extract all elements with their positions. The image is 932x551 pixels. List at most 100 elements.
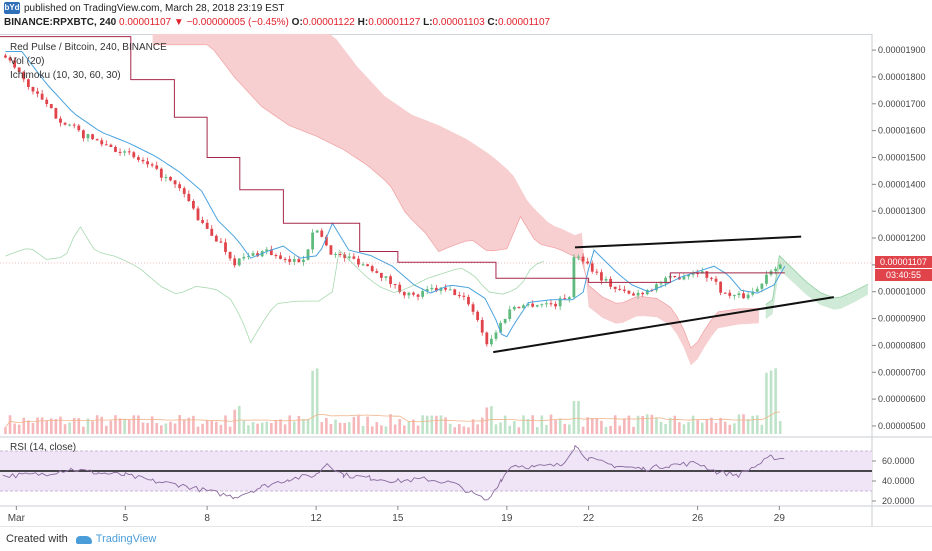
- candle-body: [746, 294, 750, 299]
- volume-bar: [105, 425, 108, 434]
- legend-title[interactable]: Red Pulse / Bitcoin, 240, BINANCE: [10, 42, 167, 53]
- candle-body: [545, 303, 548, 305]
- price-chart[interactable]: 0.00001900 0.00001800 0.00001700 0.00001600…: [0, 34, 932, 526]
- candle-body: [457, 295, 461, 297]
- volume-bar: [233, 409, 236, 434]
- volume-bar: [700, 422, 704, 434]
- tradingview-logo-icon[interactable]: [75, 534, 92, 544]
- y-tick-label: 0.00001200: [878, 233, 926, 243]
- candle-body: [453, 289, 457, 296]
- candle-body: [256, 253, 259, 257]
- candle-body: [132, 152, 136, 158]
- volume-bar: [467, 427, 470, 434]
- candle-body: [480, 319, 484, 333]
- volume-bar: [751, 415, 755, 434]
- candle-body: [375, 271, 379, 273]
- volume-bar: [306, 419, 310, 434]
- volume-bar: [91, 421, 94, 434]
- volume-bar: [435, 415, 438, 434]
- candle-body: [95, 139, 99, 141]
- candle-body: [118, 151, 122, 153]
- candle-body: [292, 259, 296, 262]
- candle-body: [503, 319, 507, 323]
- volume-bar: [201, 423, 204, 434]
- candle-body: [357, 258, 360, 265]
- candle-body: [448, 289, 452, 291]
- candle-body: [72, 124, 76, 126]
- volume-bar: [100, 416, 104, 434]
- header-bar: bYd published on TradingView.com, March …: [0, 0, 932, 32]
- candle-body: [595, 271, 599, 273]
- volume-bar: [407, 421, 411, 434]
- volume-bar: [577, 401, 580, 434]
- candle-body: [352, 256, 356, 259]
- candle-body: [609, 278, 612, 287]
- volume-bar: [196, 426, 200, 434]
- candle-body: [696, 273, 700, 275]
- volume-bar: [655, 417, 658, 434]
- volume-bar: [448, 423, 452, 434]
- legend-ichimoku[interactable]: Ichimoku (10, 30, 60, 30): [10, 70, 121, 81]
- candle-body: [581, 256, 585, 262]
- volume-bar: [338, 422, 342, 434]
- volume-bar: [178, 415, 181, 434]
- volume-bar: [600, 420, 603, 434]
- volume-bar: [439, 415, 443, 434]
- candle-body: [439, 287, 443, 291]
- legend-rsi[interactable]: RSI (14, close): [10, 442, 77, 453]
- volume-bar: [590, 418, 594, 434]
- candle-body: [36, 91, 39, 94]
- candle-body: [178, 184, 182, 189]
- volume-bar: [315, 368, 319, 434]
- volume-bar: [623, 418, 626, 434]
- candle-body: [54, 108, 58, 119]
- legend-vol[interactable]: Vol (20): [10, 56, 45, 67]
- chikou-line: [5, 226, 544, 344]
- volume-bar: [659, 421, 663, 434]
- candle-body: [737, 293, 741, 296]
- candle-body: [8, 57, 12, 61]
- candle-body: [182, 188, 186, 194]
- volume-bar: [357, 415, 360, 434]
- candle-body: [279, 255, 282, 259]
- candle-body: [535, 305, 539, 307]
- volume-bar: [297, 416, 301, 434]
- x-tick-label: 19: [501, 513, 513, 524]
- candle-body: [645, 290, 649, 295]
- y-tick-label: 0.00001500: [878, 152, 926, 162]
- volume-bar: [494, 424, 498, 434]
- volume-bar: [215, 421, 218, 434]
- candle-body: [700, 271, 704, 274]
- volume-bar: [499, 422, 502, 434]
- y-tick-label: 0.00000700: [878, 367, 926, 377]
- author-logo-icon[interactable]: bYd: [4, 2, 20, 14]
- volume-bar: [375, 422, 379, 434]
- volume-bar: [352, 416, 356, 434]
- candle-body: [563, 298, 567, 300]
- y-tick-label: 0.00001900: [878, 45, 926, 55]
- candle-body: [549, 303, 553, 305]
- volume-bar: [645, 414, 649, 434]
- volume-bar: [609, 425, 612, 434]
- volume-bar: [132, 415, 136, 434]
- candle-body: [155, 165, 159, 169]
- candle-body: [361, 264, 365, 266]
- volume-bar: [27, 420, 30, 434]
- volume-bar: [522, 415, 525, 434]
- candle-body: [159, 168, 163, 178]
- candle-body: [247, 255, 250, 257]
- candle-body: [655, 284, 658, 291]
- volume-bar: [480, 417, 484, 434]
- candle-body: [682, 276, 686, 280]
- candle-body: [283, 258, 287, 260]
- volume-bar: [668, 417, 672, 434]
- high-value: 0.00001127: [368, 17, 421, 28]
- candle-body: [31, 86, 35, 92]
- tenkan-line: [5, 50, 786, 338]
- volume-bar: [366, 416, 369, 434]
- volume-bar: [691, 415, 695, 434]
- candle-body: [228, 251, 232, 259]
- tradingview-brand[interactable]: TradingView: [95, 533, 157, 545]
- candle-body: [590, 263, 594, 272]
- y-tick-label: 0.00000800: [878, 340, 926, 350]
